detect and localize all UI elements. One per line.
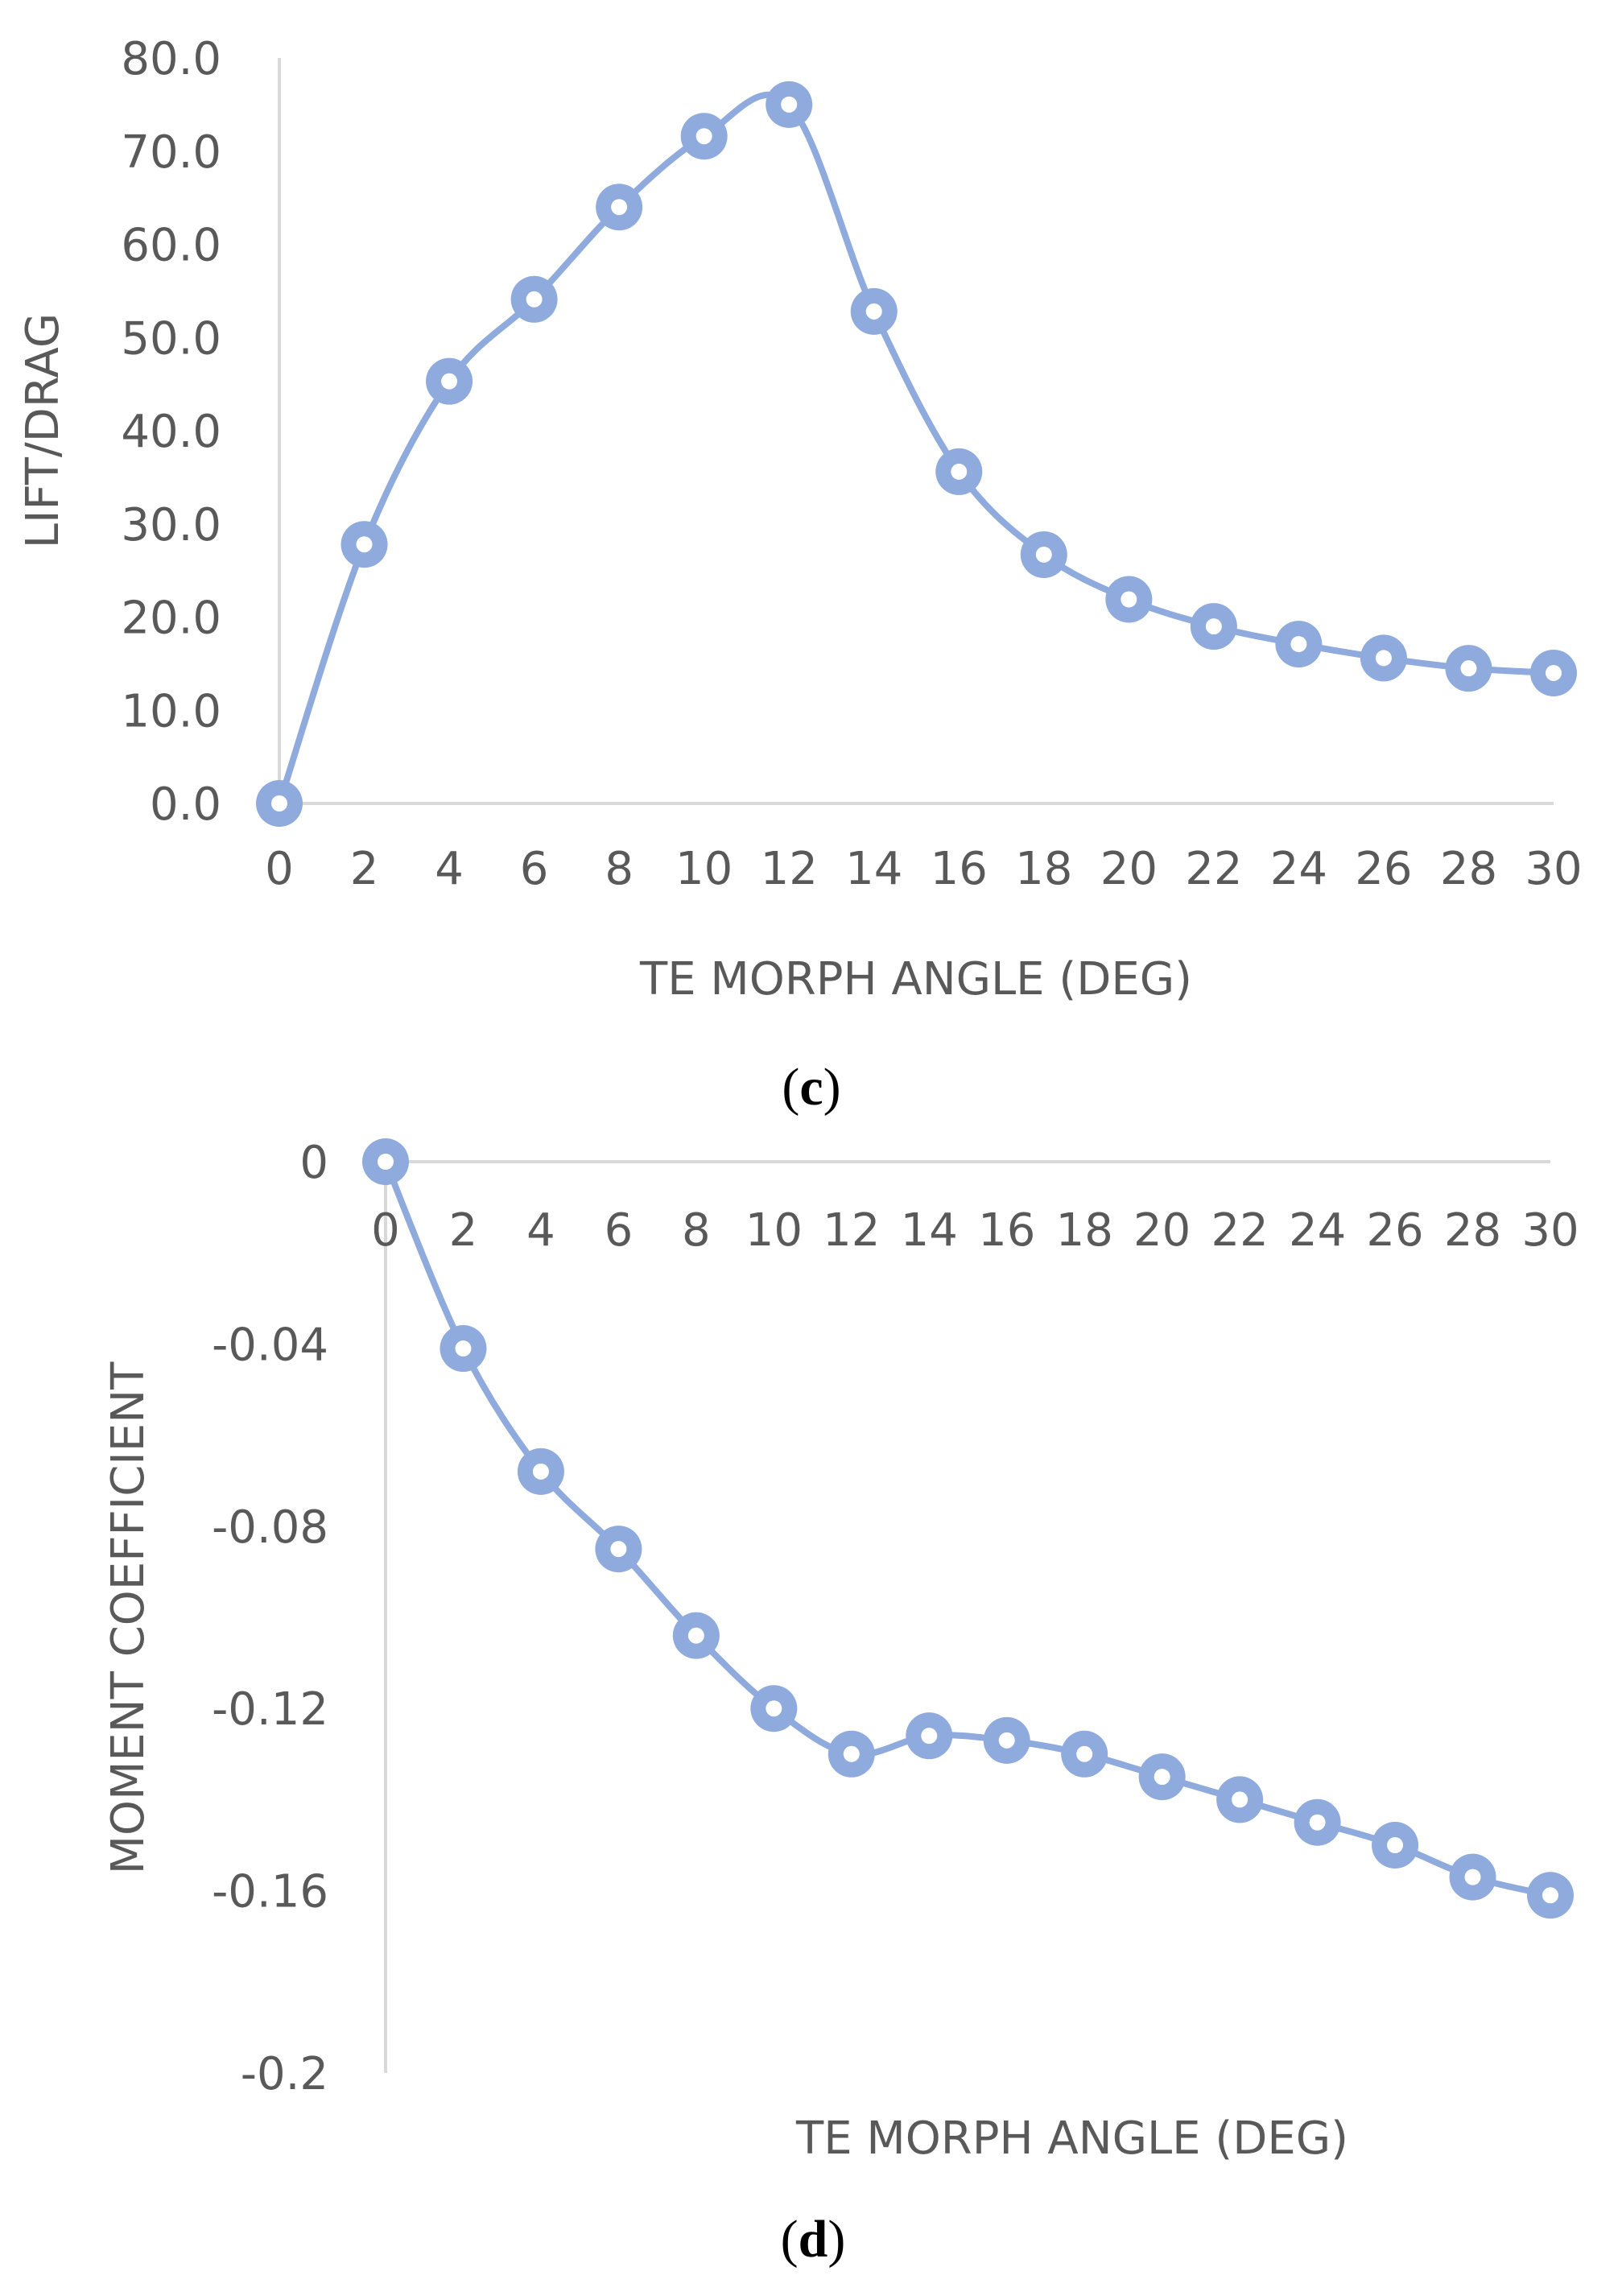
x-tick-label: 24 xyxy=(1270,843,1327,895)
panel-letter: c xyxy=(799,1058,823,1117)
data-point-marker-center xyxy=(781,96,798,113)
x-tick-label: 8 xyxy=(605,843,634,895)
data-point-marker-center xyxy=(766,1700,782,1717)
x-tick-label: 18 xyxy=(1056,1204,1113,1257)
x-tick-label: 16 xyxy=(978,1204,1035,1257)
data-point-marker-center xyxy=(455,1340,472,1357)
chart-lift-drag: 0.010.020.030.040.050.060.070.080.00 2 4 6 8… xyxy=(17,33,1583,1117)
x-tick-label: 10 xyxy=(745,1204,803,1257)
data-point-marker-center xyxy=(1076,1745,1093,1762)
data-point-marker-center xyxy=(1035,546,1052,563)
x-tick-label: 16 xyxy=(931,843,988,895)
data-point-marker-center xyxy=(1542,1887,1558,1904)
x-tick-label: 6 xyxy=(605,1204,634,1257)
y-tick-label: 50.0 xyxy=(121,312,221,365)
x-tick-label: 14 xyxy=(845,843,902,895)
data-point-marker-center xyxy=(1546,664,1562,681)
x-axis-title: TE MORPH ANGLE (DEG) xyxy=(639,953,1192,1006)
panel-letter: d xyxy=(799,2210,828,2269)
y-tick-label: 80.0 xyxy=(121,33,221,85)
x-tick-label: 22 xyxy=(1211,1204,1269,1257)
data-point-marker-center xyxy=(378,1154,394,1170)
data-point-marker-center xyxy=(1121,591,1137,608)
data-point-marker-center xyxy=(356,536,373,553)
chart-moment-coefficient: 0-0.04-0.08-0.12-0.16-0.20 2 4 6 8 10 12 14 16 18… xyxy=(102,1137,1579,2269)
data-point-marker-center xyxy=(687,1627,704,1644)
x-tick-label: 18 xyxy=(1015,843,1072,895)
series-line xyxy=(382,1158,1554,1899)
x-tick-label: 14 xyxy=(901,1204,958,1257)
y-tick-label: -0.12 xyxy=(212,1683,328,1736)
x-tick-label: 12 xyxy=(823,1204,880,1257)
x-tick-label: 24 xyxy=(1289,1204,1346,1257)
y-tick-label: 60.0 xyxy=(121,220,221,272)
data-point-marker-center xyxy=(1387,1837,1404,1853)
data-point-marker-center xyxy=(610,1541,627,1558)
x-tick-label: 30 xyxy=(1525,843,1582,895)
y-tick-label: 0 xyxy=(299,1137,328,1189)
data-point-marker-center xyxy=(1154,1769,1170,1786)
x-tick-label: 22 xyxy=(1185,843,1242,895)
y-tick-label: -0.2 xyxy=(241,2048,328,2100)
data-point-marker-center xyxy=(1290,636,1307,653)
x-tick-label: 20 xyxy=(1133,1204,1191,1257)
y-tick-label: 30.0 xyxy=(121,499,221,551)
data-point-marker-center xyxy=(843,1745,860,1762)
y-tick-label: -0.08 xyxy=(212,1501,328,1554)
y-tick-label: 10.0 xyxy=(121,685,221,737)
y-tick-label: 20.0 xyxy=(121,593,221,645)
x-tick-label: 30 xyxy=(1521,1204,1579,1257)
data-point-marker-center xyxy=(271,795,287,811)
data-point-marker-center xyxy=(526,291,543,308)
data-point-marker-center xyxy=(865,303,882,320)
y-axis-title: MOMENT COEFFICIENT xyxy=(102,1361,155,1874)
x-tick-label: 0 xyxy=(371,1204,400,1257)
x-tick-label: 26 xyxy=(1355,843,1412,895)
data-point-marker-center xyxy=(1460,660,1477,677)
panel-label: (d) xyxy=(781,2210,846,2269)
data-point-marker-center xyxy=(951,463,968,480)
data-point-marker-center xyxy=(1464,1869,1481,1885)
x-tick-label: 6 xyxy=(520,843,549,895)
y-tick-label: 40.0 xyxy=(121,406,221,458)
x-tick-label: 28 xyxy=(1440,843,1497,895)
x-tick-label: 2 xyxy=(449,1204,478,1257)
data-point-marker-center xyxy=(998,1732,1015,1749)
x-tick-label: 20 xyxy=(1100,843,1158,895)
y-axis-title: LIFT/DRAG xyxy=(17,313,69,549)
data-point-marker-center xyxy=(532,1463,549,1480)
data-point-marker-center xyxy=(695,128,712,145)
data-point-marker-center xyxy=(921,1728,938,1745)
x-tick-label: 4 xyxy=(526,1204,555,1257)
data-point-marker-center xyxy=(441,373,458,390)
x-tick-label: 2 xyxy=(350,843,379,895)
series-line xyxy=(276,91,1557,807)
y-tick-label: -0.04 xyxy=(212,1319,328,1371)
x-tick-label: 12 xyxy=(761,843,818,895)
panel-label: (c) xyxy=(782,1058,840,1117)
x-tick-label: 8 xyxy=(682,1204,711,1257)
y-tick-label: 0.0 xyxy=(150,778,221,831)
data-point-marker-center xyxy=(1309,1814,1326,1831)
x-tick-label: 26 xyxy=(1366,1204,1423,1257)
data-point-marker-center xyxy=(611,199,628,216)
x-axis-title: TE MORPH ANGLE (DEG) xyxy=(795,2112,1348,2165)
x-tick-label: 28 xyxy=(1444,1204,1501,1257)
x-tick-label: 4 xyxy=(435,843,464,895)
data-point-marker-center xyxy=(1205,618,1222,635)
data-point-marker-center xyxy=(1375,650,1392,667)
x-tick-label: 10 xyxy=(675,843,733,895)
y-tick-label: -0.16 xyxy=(212,1866,328,1918)
x-tick-label: 0 xyxy=(265,843,294,895)
y-tick-label: 70.0 xyxy=(121,126,221,179)
data-point-marker-center xyxy=(1232,1791,1248,1808)
